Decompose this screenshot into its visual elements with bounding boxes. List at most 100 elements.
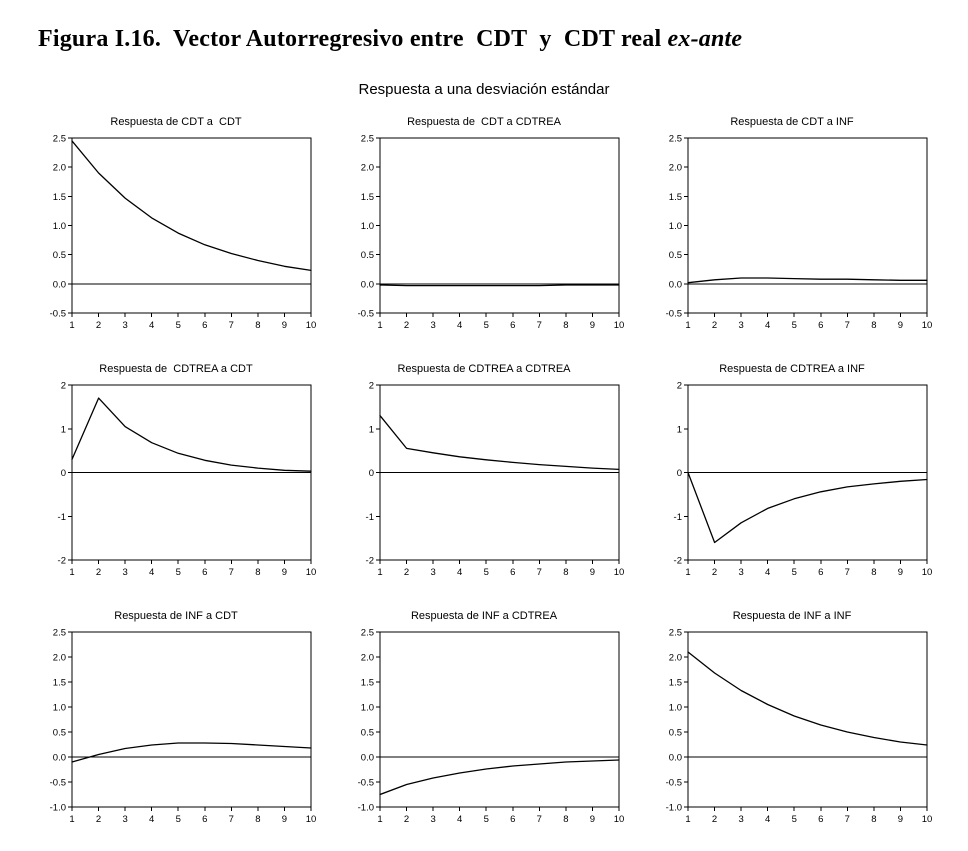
chart-cell: Respuesta de CDT a INF 2.5 2.0 1.5 1.0 0.5 0.0… [642,116,942,337]
x-tick-label: 8 [255,320,260,331]
x-tick-label: 5 [792,320,797,331]
y-tick-label: 2.5 [361,628,374,639]
response-line [71,397,312,472]
y-tick-label: -0.5 [358,309,374,320]
y-tick-label: 1.5 [53,678,66,689]
y-tick-label: -2 [366,556,374,567]
x-tick-label: 10 [614,814,625,825]
y-tick-label: 1.5 [669,192,682,203]
y-tick-label: 0 [61,468,66,479]
chart-cell: Respuesta de INF a INF 2.5 2.0 1.5 1.0 0.5 0.0… [642,610,942,831]
x-tick-label: 6 [510,320,515,331]
figure-subtitle: Respuesta a una desviación estándar [358,81,610,98]
x-tick-label: 7 [229,320,234,331]
x-tick-label: 9 [590,814,595,825]
y-tick-label: -0.5 [50,309,66,320]
x-tick-label: 6 [510,814,515,825]
x-tick-label: 5 [176,814,181,825]
x-tick-label: 2 [404,814,409,825]
y-tick-label: 2.0 [53,653,66,664]
x-tick-label: 7 [845,320,850,331]
response-line [687,651,928,746]
x-tick-label: 1 [685,814,690,825]
x-tick-label: 5 [176,567,181,578]
y-tick-label: -1 [674,512,682,523]
charts-grid: Respuesta de CDT a CDT 2.5 2.0 1.5 1.0 0.5 0.0… [0,98,968,831]
y-tick-label: 0.0 [53,753,66,764]
figure-title: Figura I.16. Vector Autorregresivo entre… [0,0,968,53]
y-tick-label: -0.5 [666,778,682,789]
y-tick-label: 0.0 [669,753,682,764]
y-tick-label: -1.0 [666,803,682,814]
response-line [379,414,620,471]
plot-frame [687,631,928,808]
x-tick-label: 3 [738,567,743,578]
response-line [687,471,928,544]
plot-frame [379,137,620,314]
y-tick-label: 0.0 [669,279,682,290]
y-tick-label: 0 [369,468,374,479]
y-tick-label: 2.5 [669,134,682,145]
irf-plot: 2.5 2.0 1.5 1.0 0.5 0.0 -0.51 2 3 4 5 6 7 8 9 10 [50,134,317,332]
y-tick-label: 1.0 [669,703,682,714]
y-tick-label: 1.0 [361,703,374,714]
chart-title: Respuesta de INF a INF [732,610,852,622]
y-tick-label: 2.0 [669,653,682,664]
x-tick-label: 7 [537,567,542,578]
x-tick-label: 5 [176,320,181,331]
x-tick-label: 2 [712,567,717,578]
y-tick-label: 0.5 [361,250,374,261]
y-tick-label: 1.0 [669,221,682,232]
y-tick-label: 0 [677,468,682,479]
x-tick-label: 10 [306,814,317,825]
x-tick-label: 5 [792,567,797,578]
x-tick-label: 8 [871,320,876,331]
x-tick-label: 9 [898,320,903,331]
chart-title: Respuesta de INF a CDTREA [410,610,558,622]
x-tick-label: 4 [457,320,462,331]
x-tick-label: 7 [845,814,850,825]
y-tick-label: 0.0 [361,753,374,764]
x-tick-label: 9 [590,320,595,331]
x-tick-label: 1 [69,814,74,825]
x-tick-label: 7 [229,814,234,825]
y-tick-label: 2 [677,381,682,392]
y-tick-label: 0.5 [669,250,682,261]
x-tick-label: 6 [202,320,207,331]
irf-plot: 210-1-21 2 3 4 5 6 7 8 9 10 [58,381,317,579]
x-tick-label: 7 [845,567,850,578]
x-tick-label: 1 [69,567,74,578]
irf-plot: 2.5 2.0 1.5 1.0 0.5 0.0 -0.5 -1.01 2 3 4 5 6 7 8 9 10 [358,628,625,826]
chart-cell: Respuesta de CDTREA a CDTREA 2 1 0 -1 -2 1 2 3 4 5… [334,363,634,584]
x-tick-label: 6 [818,320,823,331]
x-tick-label: 2 [404,567,409,578]
chart-title: Respuesta de CDT a INF [730,116,854,128]
response-line [687,277,928,284]
y-tick-label: 1.0 [53,703,66,714]
y-tick-label: -1.0 [358,803,374,814]
y-tick-label: 2.5 [361,134,374,145]
y-tick-label: 0.5 [361,728,374,739]
x-tick-label: 9 [282,814,287,825]
x-tick-label: 4 [765,320,770,331]
irf-plot: 2.5 2.0 1.5 1.0 0.5 0.0 -0.51 2 3 4 5 6 7 8 9 10 [358,134,625,332]
x-tick-label: 4 [765,814,770,825]
chart-cell: Respuesta de INF a CDT 2.5 2.0 1.5 1.0 0.5 0.0… [26,610,326,831]
y-tick-label: 0.0 [361,279,374,290]
y-tick-label: 2.5 [53,628,66,639]
y-tick-label: 0.5 [669,728,682,739]
x-tick-label: 4 [457,814,462,825]
x-tick-label: 5 [792,814,797,825]
chart-cell: Respuesta de INF a CDTREA 2.5 2.0 1.5 1.0 0.5… [334,610,634,831]
x-tick-label: 8 [255,567,260,578]
y-tick-label: 0.0 [53,279,66,290]
chart-title: Respuesta de CDTREA a INF [719,363,865,375]
x-tick-label: 5 [484,567,489,578]
x-tick-label: 10 [306,320,317,331]
chart-cell: Respuesta de CDTREA a CDT 2 1 0 -1 -2 1 2 3 4 5 6 7 8… [26,363,326,584]
irf-plot: 210-1-21 2 3 4 5 6 7 8 9 10 [366,381,625,579]
x-tick-label: 2 [404,320,409,331]
y-tick-label: 1.5 [361,678,374,689]
chart-title: Respuesta de CDT a CDT [110,116,242,128]
